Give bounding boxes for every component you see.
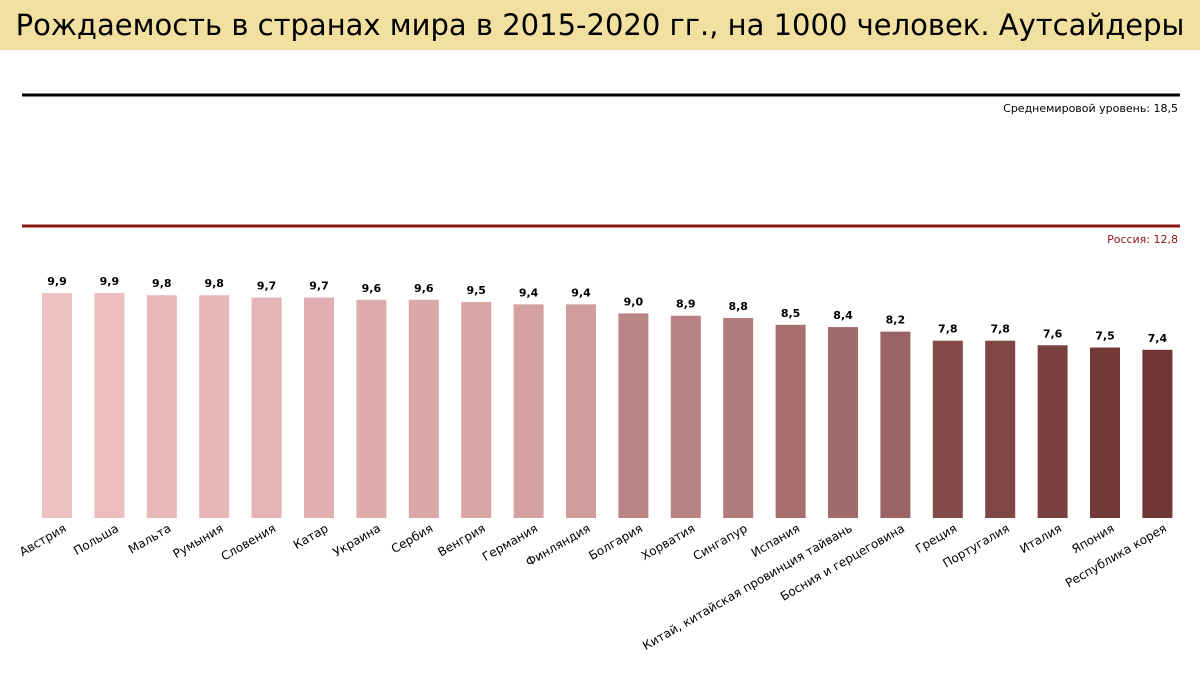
bar-value-label: 9,5 (466, 284, 486, 297)
bar-value-label: 9,6 (362, 282, 382, 295)
bar-value-label: 9,8 (204, 277, 224, 290)
bar-value-label: 8,4 (833, 309, 853, 322)
bar (94, 292, 125, 518)
bar-value-label: 9,6 (414, 282, 434, 295)
bar-value-label: 9,4 (519, 286, 539, 299)
bar-value-label: 7,8 (990, 323, 1010, 336)
bar (304, 297, 334, 518)
bar-value-label: 9,4 (571, 286, 591, 299)
bar-value-label: 9,7 (257, 280, 277, 293)
bar-value-label: 9,8 (152, 277, 172, 290)
bar (42, 292, 72, 518)
bar-value-label: 9,7 (309, 280, 329, 293)
category-label: Сербия (389, 521, 436, 556)
bar (1037, 345, 1068, 518)
bar (1090, 347, 1120, 518)
title-bar (0, 0, 1200, 50)
bar-value-label: 8,9 (676, 298, 696, 311)
bar-value-label: 7,5 (1095, 330, 1115, 343)
bar (146, 295, 177, 518)
bar (1142, 349, 1173, 518)
bar (199, 295, 230, 518)
bar (932, 340, 963, 518)
chart-title: Рождаемость в странах мира в 2015-2020 г… (15, 8, 1185, 42)
bar (775, 324, 806, 518)
bar (356, 299, 387, 518)
bar-value-label: 9,0 (624, 295, 644, 308)
category-label: Словения (219, 521, 279, 563)
bar (723, 317, 754, 518)
category-label: Италия (1017, 521, 1064, 556)
bar-value-label: 7,4 (1148, 332, 1168, 345)
bar-value-label: 8,5 (781, 307, 801, 320)
category-label: Польша (71, 521, 121, 558)
bar-value-label: 9,9 (100, 275, 120, 288)
bar (513, 304, 544, 518)
category-label: Республика корея (1063, 521, 1169, 590)
bar (251, 297, 282, 518)
bar-value-label: 7,8 (938, 323, 958, 336)
category-label: Украина (331, 521, 383, 559)
bar (461, 302, 492, 518)
bar (670, 315, 701, 518)
category-label: Сингапур (691, 521, 750, 563)
bar (408, 299, 439, 518)
category-label: Мальта (126, 521, 174, 557)
bar-value-label: 8,8 (728, 300, 748, 313)
category-label: Болгария (586, 521, 645, 563)
category-label: Хорватия (639, 521, 698, 563)
bar-value-label: 7,6 (1043, 327, 1063, 340)
category-label: Австрия (17, 521, 69, 559)
bar (566, 304, 596, 518)
reference-line-label: Россия: 12,8 (1107, 233, 1178, 246)
reference-line-label: Среднемировой уровень: 18,5 (1003, 102, 1178, 115)
bar (985, 340, 1016, 518)
category-label: Катар (291, 521, 331, 552)
bar-value-label: 8,2 (886, 314, 906, 327)
bar (828, 327, 858, 518)
category-label: Румыния (171, 521, 226, 561)
bar (880, 331, 911, 518)
bar-value-label: 9,9 (47, 275, 67, 288)
bar (618, 313, 649, 518)
